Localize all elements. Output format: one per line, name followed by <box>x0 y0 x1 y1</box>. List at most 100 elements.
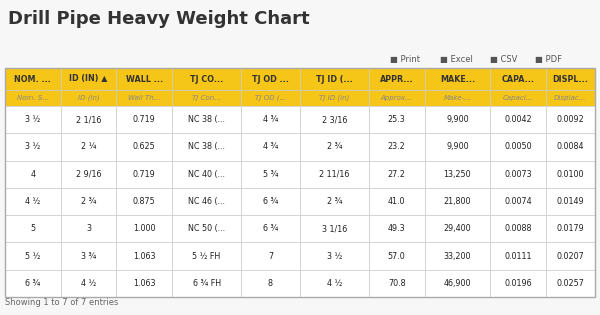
Bar <box>490 161 546 188</box>
Bar <box>241 68 300 90</box>
Bar <box>490 90 546 106</box>
Text: 4 ¾: 4 ¾ <box>263 142 278 152</box>
Bar <box>490 68 546 90</box>
Text: 1.063: 1.063 <box>133 279 155 288</box>
Text: 0.0042: 0.0042 <box>504 115 532 124</box>
Bar <box>172 106 241 133</box>
Text: 1.000: 1.000 <box>133 224 155 233</box>
Text: MAKE...: MAKE... <box>440 75 475 83</box>
Text: 0.0084: 0.0084 <box>557 142 584 152</box>
Text: 6 ¾: 6 ¾ <box>263 197 278 206</box>
Text: 3: 3 <box>86 224 91 233</box>
Bar <box>300 106 369 133</box>
Bar <box>5 68 595 297</box>
Text: 0.875: 0.875 <box>133 197 155 206</box>
Bar <box>546 106 595 133</box>
Text: 25.3: 25.3 <box>388 115 406 124</box>
Text: 7: 7 <box>268 252 273 261</box>
Bar <box>172 270 241 297</box>
Bar <box>116 215 172 243</box>
Text: Make-...: Make-... <box>443 95 471 101</box>
Bar <box>172 133 241 161</box>
Bar <box>116 270 172 297</box>
Text: Wall Th...: Wall Th... <box>128 95 161 101</box>
Text: 4 ¾: 4 ¾ <box>263 115 278 124</box>
Bar <box>116 90 172 106</box>
Bar <box>61 133 116 161</box>
Text: NC 38 (...: NC 38 (... <box>188 142 225 152</box>
Bar <box>61 106 116 133</box>
Bar <box>425 188 490 215</box>
Text: TJ ID (...: TJ ID (... <box>316 75 353 83</box>
Bar <box>490 106 546 133</box>
Text: 0.0092: 0.0092 <box>557 115 584 124</box>
Text: 3 ½: 3 ½ <box>327 252 342 261</box>
Bar <box>116 68 172 90</box>
Text: 13,250: 13,250 <box>443 170 471 179</box>
Text: 0.625: 0.625 <box>133 142 155 152</box>
Bar <box>425 106 490 133</box>
Text: NC 46 (...: NC 46 (... <box>188 197 225 206</box>
Text: TJ CO...: TJ CO... <box>190 75 223 83</box>
Bar <box>300 68 369 90</box>
Text: ■ Excel: ■ Excel <box>440 55 473 64</box>
Text: 46,900: 46,900 <box>443 279 471 288</box>
Text: DISPL...: DISPL... <box>553 75 589 83</box>
Text: ID (in): ID (in) <box>78 95 100 101</box>
Text: 0.0073: 0.0073 <box>504 170 532 179</box>
Bar <box>5 106 61 133</box>
Bar <box>425 161 490 188</box>
Text: 2 ¼: 2 ¼ <box>81 142 96 152</box>
Text: 2 ¾: 2 ¾ <box>327 197 342 206</box>
Text: Showing 1 to 7 of 7 entries: Showing 1 to 7 of 7 entries <box>5 298 118 307</box>
Bar <box>490 215 546 243</box>
Text: 0.0207: 0.0207 <box>557 252 584 261</box>
Text: 49.3: 49.3 <box>388 224 406 233</box>
Text: 8: 8 <box>268 279 273 288</box>
Text: 4 ½: 4 ½ <box>25 197 40 206</box>
Text: 4 ½: 4 ½ <box>327 279 342 288</box>
Bar <box>241 215 300 243</box>
Bar <box>172 215 241 243</box>
Text: 0.0111: 0.0111 <box>504 252 532 261</box>
Text: 41.0: 41.0 <box>388 197 406 206</box>
Text: Approx...: Approx... <box>381 95 413 101</box>
Bar <box>300 188 369 215</box>
Bar <box>300 133 369 161</box>
Text: 3 ½: 3 ½ <box>25 115 40 124</box>
Bar <box>5 68 61 90</box>
Text: ■ Print: ■ Print <box>390 55 420 64</box>
Bar <box>61 270 116 297</box>
Bar <box>546 270 595 297</box>
Text: TJ OD (...: TJ OD (... <box>255 95 286 101</box>
Bar <box>369 188 425 215</box>
Text: TJ ID (in): TJ ID (in) <box>319 95 350 101</box>
Bar <box>172 90 241 106</box>
Bar <box>241 161 300 188</box>
Text: 0.0074: 0.0074 <box>504 197 532 206</box>
Text: 4 ½: 4 ½ <box>81 279 96 288</box>
Bar <box>369 133 425 161</box>
Bar <box>116 133 172 161</box>
Bar <box>546 133 595 161</box>
Text: 6 ¾ FH: 6 ¾ FH <box>193 279 221 288</box>
Text: 0.0088: 0.0088 <box>504 224 532 233</box>
Bar <box>241 188 300 215</box>
Bar <box>172 243 241 270</box>
Text: 5 ½: 5 ½ <box>25 252 41 261</box>
Bar <box>490 243 546 270</box>
Text: 1.063: 1.063 <box>133 252 155 261</box>
Text: 6 ¾: 6 ¾ <box>263 224 278 233</box>
Bar <box>116 188 172 215</box>
Bar <box>61 188 116 215</box>
Bar <box>61 90 116 106</box>
Bar <box>5 188 61 215</box>
Bar <box>369 243 425 270</box>
Bar <box>546 215 595 243</box>
Text: CAPA...: CAPA... <box>502 75 535 83</box>
Bar <box>241 106 300 133</box>
Text: 2 ¾: 2 ¾ <box>327 142 342 152</box>
Text: NOM. ...: NOM. ... <box>14 75 51 83</box>
Bar <box>369 215 425 243</box>
Text: 3 ½: 3 ½ <box>25 142 40 152</box>
